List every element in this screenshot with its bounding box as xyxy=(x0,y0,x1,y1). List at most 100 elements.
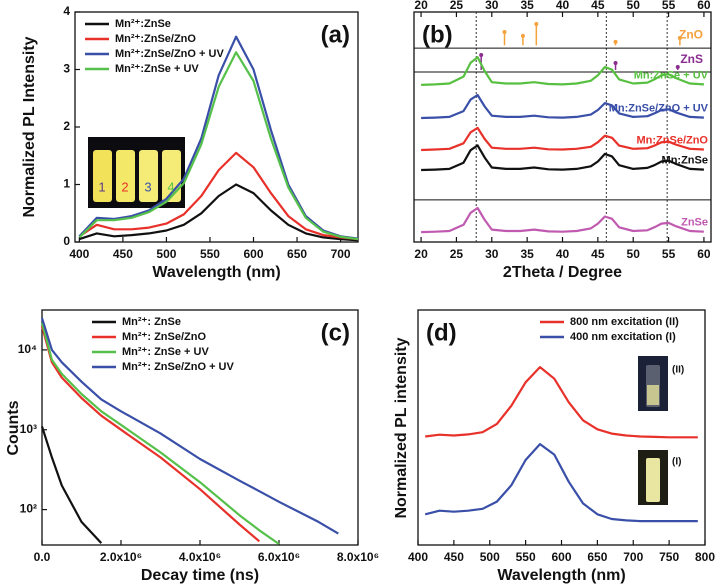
series-line xyxy=(40,426,103,544)
legend-label: Mn²⁺:ZnSe/ZnO + UV xyxy=(115,48,224,60)
plot-frame xyxy=(413,11,712,243)
x-tick-label: 30 xyxy=(485,247,499,261)
y-axis-title: Normalized PL Intensity xyxy=(21,36,38,217)
series-line xyxy=(78,151,359,241)
x-tick-label: 4.0x10⁶ xyxy=(179,550,221,564)
stick-head xyxy=(479,53,484,58)
inset-label: (I) xyxy=(672,457,681,468)
x-tick-label: 60 xyxy=(697,247,711,261)
y-axis-title: Counts xyxy=(5,400,22,455)
curve-label: Mn:ZnSe + UV xyxy=(634,69,709,81)
series-line xyxy=(40,325,261,543)
x-tick-label: 400 xyxy=(408,550,428,564)
inset-label: 4 xyxy=(167,179,174,194)
curve-label: Mn:ZnSe/ZnO xyxy=(637,134,709,146)
x-tick-label: 40 xyxy=(556,247,570,261)
legend-label: Mn²⁺:ZnSe + UV xyxy=(115,63,199,75)
x-tick-label-top: 35 xyxy=(520,0,534,12)
x-tick-label: 400 xyxy=(69,247,89,261)
inset-photo-d-ii xyxy=(638,356,668,411)
legend-label: Mn²⁺: ZnSe/ZnO xyxy=(122,331,206,343)
panel-label: (c) xyxy=(321,319,350,346)
series-line xyxy=(421,144,704,172)
x-axis-title: Wavelength (nm) xyxy=(152,264,280,281)
stick-label: ZnO xyxy=(679,28,703,42)
x-axis-title: Decay time (ns) xyxy=(141,567,259,584)
panel-label: (a) xyxy=(321,21,350,48)
series-line xyxy=(425,366,698,439)
panel-label: (d) xyxy=(426,319,457,346)
x-tick-label: 650 xyxy=(587,550,607,564)
x-tick-label: 600 xyxy=(551,550,571,564)
inset-photo-d-i xyxy=(638,450,668,505)
x-tick-label: 50 xyxy=(627,247,641,261)
inset-label: 1 xyxy=(98,179,105,194)
x-tick-label-top: 50 xyxy=(627,0,641,12)
x-tick-label: 750 xyxy=(659,550,679,564)
stick-head xyxy=(613,39,618,44)
stick-head xyxy=(613,61,618,66)
legend-label: Mn²⁺: ZnSe xyxy=(122,316,181,328)
legend-label: Mn²⁺:ZnSe/ZnO xyxy=(115,33,196,45)
y-axis-title: Normalized PL intensity xyxy=(393,337,410,518)
inset-photo-a xyxy=(88,137,185,208)
x-tick-label: 6.0x10⁶ xyxy=(258,550,300,564)
x-tick-label-top: 30 xyxy=(485,0,499,12)
x-tick-label: 550 xyxy=(516,550,536,564)
x-tick-label: 45 xyxy=(591,247,605,261)
legend-label: Mn²⁺: ZnSe + UV xyxy=(122,346,209,358)
x-tick-label-top: 20 xyxy=(414,0,428,12)
x-tick-label: 700 xyxy=(331,247,351,261)
series-line xyxy=(40,317,339,535)
x-tick-label: 450 xyxy=(444,550,464,564)
y-tick-label: 10⁴ xyxy=(18,342,37,356)
legend-label: 400 nm excitation (I) xyxy=(570,331,676,343)
x-tick-label: 25 xyxy=(450,247,464,261)
series-line xyxy=(78,51,359,241)
series-line xyxy=(421,206,704,234)
stick-head xyxy=(677,35,682,40)
x-tick-label: 35 xyxy=(520,247,534,261)
x-tick-label: 8.0x10⁶ xyxy=(337,550,379,564)
panel-label: (b) xyxy=(422,21,453,48)
series-line xyxy=(40,322,280,545)
x-tick-label-top: 45 xyxy=(591,0,605,12)
x-tick-label: 2.0x10⁶ xyxy=(100,550,142,564)
series-line xyxy=(79,183,359,242)
x-tick-label: 500 xyxy=(156,247,176,261)
y-tick-label: 10³ xyxy=(20,422,37,436)
x-tick-label-top: 60 xyxy=(697,0,711,12)
y-tick-label: 3 xyxy=(63,62,70,76)
stick-head xyxy=(675,64,680,69)
series-line xyxy=(421,93,704,120)
legend-label: 800 nm excitation (II) xyxy=(570,316,679,328)
x-tick-label-top: 25 xyxy=(450,0,464,12)
legend-label: Mn²⁺:ZnSe xyxy=(115,18,171,30)
x-tick-label-top: 40 xyxy=(556,0,570,12)
x-axis-title: Wavelength (nm) xyxy=(497,567,625,584)
x-tick-label: 55 xyxy=(662,247,676,261)
series-line xyxy=(421,126,704,152)
legend-label: Mn²⁺: ZnSe/ZnO + UV xyxy=(122,361,234,373)
x-tick-label: 0.0 xyxy=(34,550,51,564)
plot-frame xyxy=(417,309,706,546)
x-tick-label: 550 xyxy=(200,247,220,261)
x-tick-label: 800 xyxy=(695,550,715,564)
series-line xyxy=(424,443,698,523)
inset-label: 2 xyxy=(121,179,128,194)
x-tick-label: 650 xyxy=(287,247,307,261)
y-tick-label: 4 xyxy=(63,4,70,18)
series-line xyxy=(78,35,359,240)
y-tick-label: 10² xyxy=(20,502,37,516)
curve-label: Mn:ZnSe xyxy=(662,154,708,166)
curve-label: ZnSe xyxy=(681,217,708,229)
inset-label: 3 xyxy=(144,179,151,194)
x-tick-label: 20 xyxy=(414,247,428,261)
x-tick-label: 600 xyxy=(243,247,263,261)
inset-label: (II) xyxy=(672,365,684,376)
stick-label: ZnS xyxy=(680,52,703,66)
x-axis-title: 2Theta / Degree xyxy=(503,264,622,281)
y-tick-label: 1 xyxy=(63,177,70,191)
x-tick-label: 700 xyxy=(623,550,643,564)
